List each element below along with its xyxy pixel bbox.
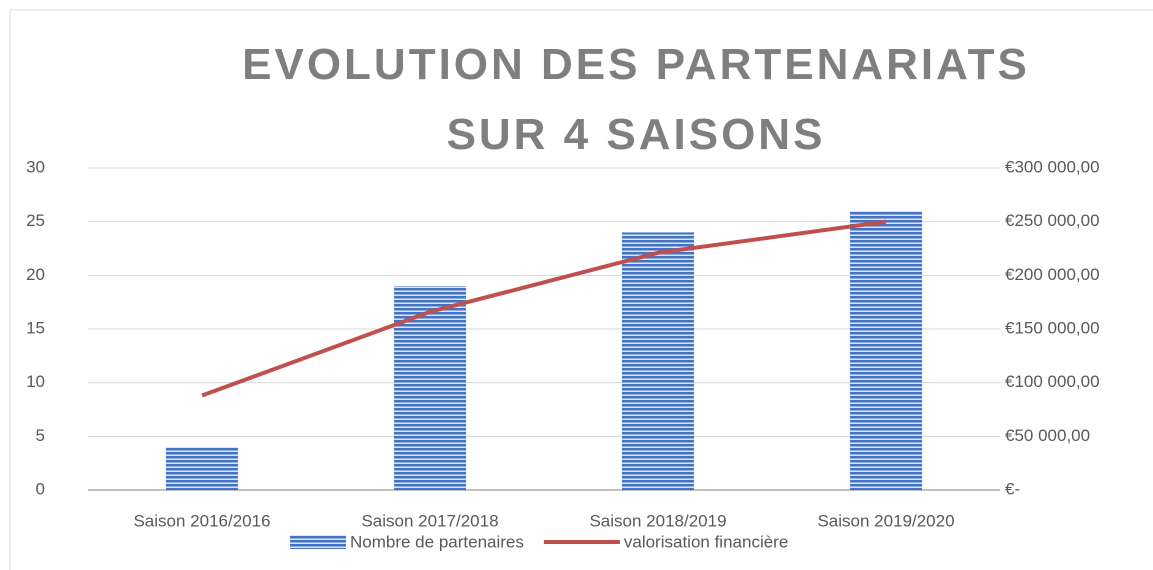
y2-tick-label: €300 000,00 <box>1005 157 1100 176</box>
y2-tick-label: €200 000,00 <box>1005 265 1100 284</box>
x-tick-label: Saison 2016/2016 <box>133 511 270 530</box>
y-tick-label: 25 <box>26 211 45 230</box>
y-tick-label: 15 <box>26 318 45 337</box>
y-tick-label: 20 <box>26 265 45 284</box>
y-tick-label: 0 <box>36 479 45 498</box>
y-tick-label: 30 <box>26 157 45 176</box>
bar <box>166 447 238 490</box>
y2-tick-label: €250 000,00 <box>1005 211 1100 230</box>
x-tick-label: Saison 2017/2018 <box>361 511 498 530</box>
y2-tick-label: €100 000,00 <box>1005 372 1100 391</box>
x-tick-label: Saison 2018/2019 <box>589 511 726 530</box>
y2-tick-label: €50 000,00 <box>1005 426 1090 445</box>
y-tick-label: 10 <box>26 372 45 391</box>
x-tick-label: Saison 2019/2020 <box>817 511 954 530</box>
y-tick-label: 5 <box>36 426 45 445</box>
legend-label: valorisation financière <box>624 532 788 551</box>
legend-swatch <box>290 535 346 549</box>
y2-tick-label: €- <box>1005 479 1020 498</box>
bar <box>850 210 922 490</box>
y2-tick-label: €150 000,00 <box>1005 318 1100 337</box>
bar <box>622 232 694 490</box>
legend-label: Nombre de partenaires <box>350 532 524 551</box>
chart-title: EVOLUTION DES PARTENARIATS SUR 4 SAISONS <box>242 40 1030 159</box>
line <box>201 219 887 398</box>
bar <box>394 286 466 490</box>
